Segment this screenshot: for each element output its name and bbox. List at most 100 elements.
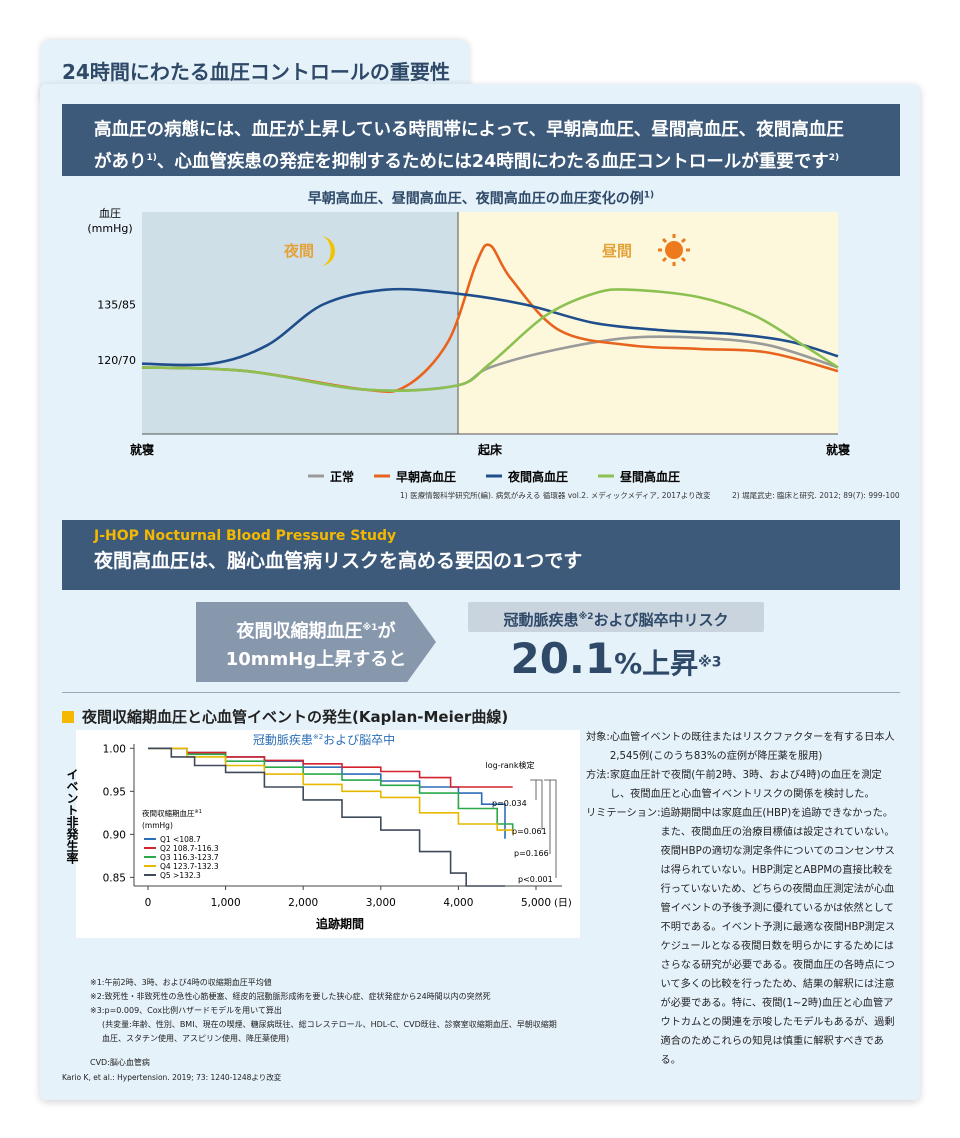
desc-label: リミテーション: bbox=[586, 808, 661, 819]
note-cvd: CVD:脳心血管病 bbox=[90, 1058, 150, 1067]
km-y-tick: 0.90 bbox=[103, 829, 126, 841]
km-y-axis-label: イベント非発生率 bbox=[65, 768, 79, 865]
banner-ref2: 2) bbox=[828, 153, 840, 163]
intro-banner: 高血圧の病態には、血圧が上昇している時間帯によって、早朝高血圧、昼間高血圧、夜間… bbox=[62, 104, 900, 176]
note-2: ※2:致死性・非致死性の急性心筋梗塞、経皮的冠動脈形成術を要した狭心症、症状発症… bbox=[90, 992, 491, 1001]
risk-label-a: 冠動脈疾患 bbox=[503, 611, 579, 629]
bp-legend-label: 正常 bbox=[330, 469, 354, 484]
km-logrank-label: log-rank検定 bbox=[486, 760, 535, 770]
bp-x-tick: 就寝 bbox=[826, 442, 850, 457]
km-legend-title-ref: ※1 bbox=[195, 809, 202, 815]
risk-suffix: %上昇 bbox=[614, 647, 699, 680]
y-axis-label-line2: (mmHg) bbox=[87, 222, 132, 235]
arrow-line1-tail: が bbox=[377, 621, 396, 642]
desc-label: 対象: bbox=[586, 732, 610, 743]
study-title: 夜間高血圧は、脳心血管病リスクを高める要因の1つです bbox=[94, 550, 583, 572]
km-legend-label: Q1 <108.7 bbox=[160, 835, 201, 844]
bp-legend-label: 昼間高血圧 bbox=[619, 469, 680, 484]
arrow-ref: ※1 bbox=[362, 623, 378, 633]
desc-row-method: 方法: 家庭血圧計で夜間(午前2時、3時、および4時)の血圧を測定し、夜間血圧と心… bbox=[586, 766, 902, 804]
km-x-tick: 2,000 bbox=[288, 897, 318, 909]
study-banner: J-HOP Nocturnal Blood Pressure Study 夜間高… bbox=[62, 520, 900, 590]
km-series-line bbox=[148, 747, 514, 835]
desc-text: 追跡期間中は家庭血圧(HBP)を追跡できなかった。また、夜間血圧の治療目標値は設… bbox=[660, 808, 896, 1066]
page-title: 24時間にわたる血圧コントロールの重要性 bbox=[62, 60, 450, 84]
risk-number: 20.1 bbox=[510, 634, 615, 683]
desc-text: 心血管イベントの既往またはリスクファクターを有する日本人2,545例(このうち8… bbox=[609, 732, 895, 762]
note-1: ※1:午前2時、3時、および4時の収縮期血圧平均値 bbox=[90, 978, 272, 987]
km-inner-title: 冠動脈疾患※2および脳卒中 bbox=[253, 732, 395, 747]
km-pvalue-brackets bbox=[530, 779, 557, 878]
km-p-value: p=0.166 bbox=[514, 849, 549, 858]
desc-row-target: 対象: 心血管イベントの既往またはリスクファクターを有する日本人2,545例(この… bbox=[586, 728, 902, 766]
km-p-value: p<0.001 bbox=[518, 875, 553, 884]
km-x-tick: 0 bbox=[145, 897, 152, 909]
km-heading-text: 夜間収縮期血圧と心血管イベントの発生(Kaplan-Meier曲線) bbox=[82, 708, 509, 726]
desc-row-limitation: リミテーション: 追跡期間中は家庭血圧(HBP)を追跡できなかった。また、夜間血圧… bbox=[586, 804, 902, 1070]
banner-ref1: 1) bbox=[146, 153, 157, 163]
moon-icon bbox=[320, 236, 335, 266]
km-legend-title-text: 夜間収縮期血圧 bbox=[142, 808, 195, 818]
km-x-tick: 1,000 bbox=[211, 897, 241, 909]
km-legend-title: 夜間収縮期血圧※1 bbox=[142, 808, 202, 818]
y-axis-label-line1: 血圧 bbox=[99, 206, 121, 220]
km-p-value: p=0.034 bbox=[492, 799, 527, 808]
night-label: 夜間 bbox=[283, 242, 314, 260]
km-y-tick: 0.85 bbox=[103, 872, 126, 884]
banner-line1: 高血圧の病態には、血圧が上昇している時間帯によって、早朝高血圧、昼間高血圧、夜間… bbox=[94, 120, 844, 140]
km-series-line bbox=[148, 747, 505, 887]
banner-line2: があり1)、心血管疾患の発症を抑制するためには24時間にわたる血圧コントロールが… bbox=[94, 144, 868, 176]
risk-label-b: および脳卒中リスク bbox=[593, 611, 729, 629]
desc-text: 家庭血圧計で夜間(午前2時、3時、および4時)の血圧を測定し、夜間血圧と心血管イ… bbox=[609, 770, 882, 800]
bp-y-tick: 120/70 bbox=[97, 354, 136, 367]
banner-line2-b: 、心血管疾患の発症を抑制するためには24時間にわたる血圧コントロールが重要です bbox=[156, 151, 829, 172]
km-x-axis-label: 追跡期間 bbox=[316, 916, 364, 931]
heading-square-icon bbox=[62, 711, 74, 723]
km-legend-label: Q2 108.7-116.3 bbox=[160, 844, 219, 853]
study-description: 対象: 心血管イベントの既往またはリスクファクターを有する日本人2,545例(この… bbox=[586, 728, 902, 1070]
km-inner-title-ref: ※2 bbox=[313, 733, 323, 741]
km-chart: 冠動脈疾患※2および脳卒中 0.85 0.90 0.95 1.00 0 1,000 2,0… bbox=[65, 732, 572, 931]
desc-label: 方法: bbox=[586, 770, 610, 781]
condition-arrow: 夜間収縮期血圧※1が 10mmHg上昇すると bbox=[196, 602, 436, 682]
km-y-tick: 1.00 bbox=[103, 743, 126, 755]
footnotes: ※1:午前2時、3時、および4時の収縮期血圧平均値 ※2:致死性・非致死性の急性… bbox=[90, 976, 590, 1070]
note-3c: 血圧、スタチン使用、アスピリン使用、降圧薬使用) bbox=[102, 1034, 290, 1043]
km-x-tick: 3,000 bbox=[366, 897, 396, 909]
day-zone bbox=[458, 212, 838, 434]
km-inner-title-tail: および脳卒中 bbox=[323, 732, 395, 747]
bp-legend-label: 早朝高血圧 bbox=[396, 469, 456, 484]
risk-ref: ※2 bbox=[578, 612, 594, 622]
km-x-tick: 4,000 bbox=[443, 897, 473, 909]
sun-icon bbox=[658, 234, 690, 266]
bp-x-tick: 起床 bbox=[477, 442, 503, 457]
bp-footnote1: 1) 医療情報科学研究所(編). 病気がみえる 循環器 vol.2. メディック… bbox=[400, 490, 711, 500]
km-legend-label: Q3 116.3-123.7 bbox=[160, 853, 219, 862]
risk-value: 20.1%上昇※3 bbox=[468, 634, 764, 683]
bp-chart-title-text: 早朝高血圧、昼間高血圧、夜間高血圧の血圧変化の例 bbox=[307, 191, 644, 207]
bp-chart-title: 早朝高血圧、昼間高血圧、夜間高血圧の血圧変化の例1) bbox=[62, 188, 900, 208]
bp-x-tick: 就寝 bbox=[130, 442, 154, 457]
arrow-line1: 夜間収縮期血圧※1が bbox=[196, 614, 436, 646]
km-legend-unit: (mmHg) bbox=[142, 821, 173, 830]
km-p-value: p=0.061 bbox=[512, 827, 547, 836]
bp-series-line bbox=[141, 288, 839, 393]
km-x-unit: (日) bbox=[554, 898, 572, 909]
citation: Kario K, et al.: Hypertension. 2019; 73:… bbox=[62, 1073, 282, 1082]
note-3b: (共変量:年齢、性別、BMI、現在の喫煙、糖尿病既往、総コレステロール、HDL-… bbox=[102, 1020, 557, 1029]
note-3: ※3:p=0.009、Cox比例ハザードモデルを用いて算出 bbox=[90, 1006, 282, 1015]
km-inner-title-text: 冠動脈疾患 bbox=[253, 732, 313, 747]
banner-line2-a: があり bbox=[94, 151, 147, 172]
bp-chart: 血圧 (mmHg) 135/85 120/70 就寝 起床 就寝 夜間 昼間 正常 早朝… bbox=[87, 206, 900, 500]
study-subtitle: J-HOP Nocturnal Blood Pressure Study bbox=[94, 528, 397, 544]
risk-label: 冠動脈疾患※2および脳卒中リスク bbox=[468, 602, 764, 632]
km-series-line bbox=[148, 747, 513, 788]
km-heading: 夜間収縮期血圧と心血管イベントの発生(Kaplan-Meier曲線) bbox=[62, 706, 508, 727]
bp-y-tick: 135/85 bbox=[97, 299, 136, 312]
arrow-line1-text: 夜間収縮期血圧 bbox=[236, 621, 363, 642]
km-x-tick: 5,000 bbox=[521, 897, 551, 909]
km-y-tick: 0.95 bbox=[103, 786, 126, 798]
section-divider bbox=[62, 692, 900, 693]
km-card bbox=[76, 730, 580, 938]
day-label: 昼間 bbox=[602, 242, 632, 260]
